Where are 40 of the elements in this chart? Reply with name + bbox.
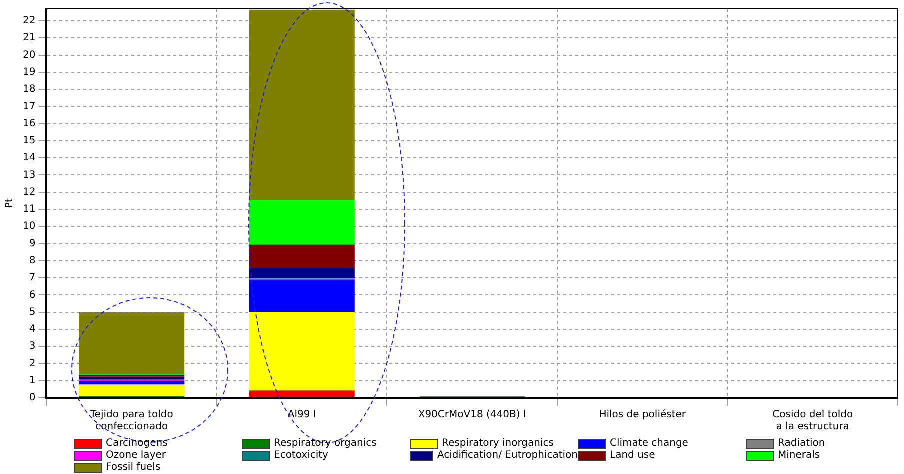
- y-tick-label: 4: [29, 324, 36, 336]
- legend-label: Acidification/ Eutrophication: [437, 450, 578, 462]
- y-tick-label: 9: [29, 238, 36, 250]
- y-tick-label: 13: [22, 170, 36, 181]
- y-tick-label: 8: [29, 256, 36, 266]
- y-tick-label: 21: [22, 32, 36, 44]
- legend-label: Fossil fuels: [106, 462, 161, 474]
- x-tick-label: Cosido del toldo a la estructura: [772, 410, 854, 433]
- y-tick-label: 18: [22, 84, 36, 96]
- y-tick-label: 10: [22, 221, 36, 232]
- x-tick-label: Hilos de poliéster: [599, 410, 687, 421]
- x-tick-label: Tejido para toldo confeccionado: [89, 410, 174, 433]
- y-tick-label: 20: [22, 50, 36, 61]
- y-tick-label: 2: [29, 358, 36, 370]
- y-tick-label: 14: [22, 152, 36, 164]
- legend-label: Carcinogens: [106, 438, 168, 450]
- y-tick-label: 17: [22, 101, 36, 112]
- x-tick-label: X90CrMoV18 (440B) I: [418, 410, 526, 421]
- y-tick-label: 1: [29, 375, 36, 386]
- y-tick-label: 5: [29, 306, 36, 318]
- legend-label: Respiratory organics: [274, 438, 377, 450]
- y-tick-label: 7: [29, 272, 36, 284]
- y-tick-label: 3: [29, 341, 36, 352]
- y-tick-label: 11: [22, 204, 36, 216]
- legend-label: Climate change: [610, 438, 688, 450]
- y-axis-title: Pt: [4, 198, 16, 208]
- legend-label: Radiation: [778, 438, 826, 450]
- y-tick-label: 15: [22, 136, 36, 147]
- legend-label: Respiratory inorganics: [442, 438, 554, 450]
- y-tick-label: 16: [22, 118, 36, 130]
- y-tick-label: 19: [22, 67, 36, 78]
- y-tick-label: 12: [22, 186, 36, 198]
- y-tick-label: 0: [29, 392, 36, 404]
- y-tick-label: 6: [29, 290, 36, 301]
- x-tick-label: Al99 I: [288, 410, 316, 421]
- legend-label: Ozone layer: [106, 450, 166, 462]
- legend-label: Land use: [610, 450, 656, 462]
- y-tick-label: 22: [22, 16, 36, 27]
- legend-label: Ecotoxicity: [274, 450, 328, 462]
- legend-label: Minerals: [778, 450, 820, 462]
